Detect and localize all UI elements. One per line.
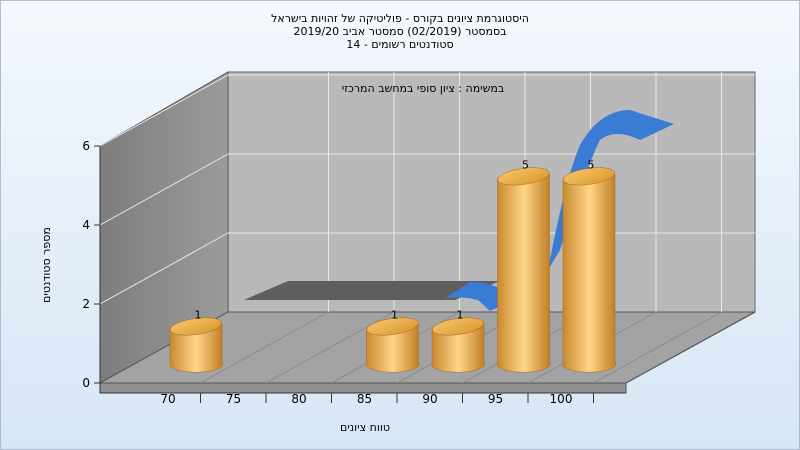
- bar-body: [431, 324, 485, 373]
- y-tick-label: 0: [82, 376, 90, 390]
- x-tick-label: 80: [291, 392, 306, 406]
- chart-title-line-1: היסטוגרמת ציונים בקורס - פוליטיקה של זהו…: [271, 12, 529, 25]
- y-tick-label: 2: [82, 297, 90, 311]
- bar-85: 1: [366, 308, 420, 373]
- series2-ribbon: [244, 110, 674, 311]
- series2-label: במשימה : ציון סופי במחשב המרכזי: [342, 82, 505, 95]
- bar-top: [431, 317, 485, 336]
- bar-body: [562, 174, 616, 373]
- bar-value-label: 1: [391, 308, 398, 321]
- floor-line: [200, 311, 329, 384]
- bar-body: [497, 174, 551, 373]
- y-axis-label: מספר סטודנטים: [40, 227, 53, 303]
- bar-90: 1: [431, 308, 485, 373]
- back-wall: [227, 71, 756, 313]
- gridline-left: [99, 153, 229, 226]
- x-tick-label: 70: [160, 392, 175, 406]
- bar-value-label: 1: [195, 308, 202, 321]
- bars-group: 1 1 1 5 5: [169, 158, 616, 373]
- bar-value-label: 1: [457, 308, 464, 321]
- bar-top: [169, 317, 223, 336]
- gridline-left: [99, 232, 229, 305]
- bar-95: 5: [497, 158, 551, 373]
- x-tick-label: 85: [357, 392, 372, 406]
- gridline-left: [99, 74, 229, 147]
- y-tick-label: 6: [82, 139, 90, 153]
- bar-top: [497, 167, 550, 186]
- bar-top: [562, 167, 616, 186]
- bar-value-label: 5: [522, 158, 529, 171]
- bar-100: 5: [562, 158, 616, 373]
- series2-flat-segment: [244, 281, 500, 300]
- x-tick-label: 90: [422, 392, 437, 406]
- bar-value-label: 5: [588, 158, 595, 171]
- x-tick-label: 75: [226, 392, 241, 406]
- y-tick-label: 4: [82, 218, 90, 232]
- bar-body: [366, 324, 420, 373]
- chart-title-line-2: בסמסטר (02/2019) סמסטר אביב 2019/20: [293, 25, 507, 38]
- series2-dip-segment: [445, 282, 510, 311]
- x-axis-label: טווח ציונים: [340, 421, 390, 434]
- floor-right-edge: [625, 311, 756, 384]
- bar-top: [366, 317, 419, 336]
- axes-group: 0 2 4 6 70 75 80 85 90 95 100: [82, 139, 756, 406]
- bar-70: 1: [169, 308, 223, 373]
- series2-rise-segment: [548, 110, 674, 270]
- x-tick-label: 95: [488, 392, 503, 406]
- x-tick-label: 100: [550, 392, 573, 406]
- chart-title-line-3: סטודנטים רשומים - 14: [346, 38, 454, 51]
- bar-body: [169, 324, 223, 373]
- floor-line: [593, 311, 722, 384]
